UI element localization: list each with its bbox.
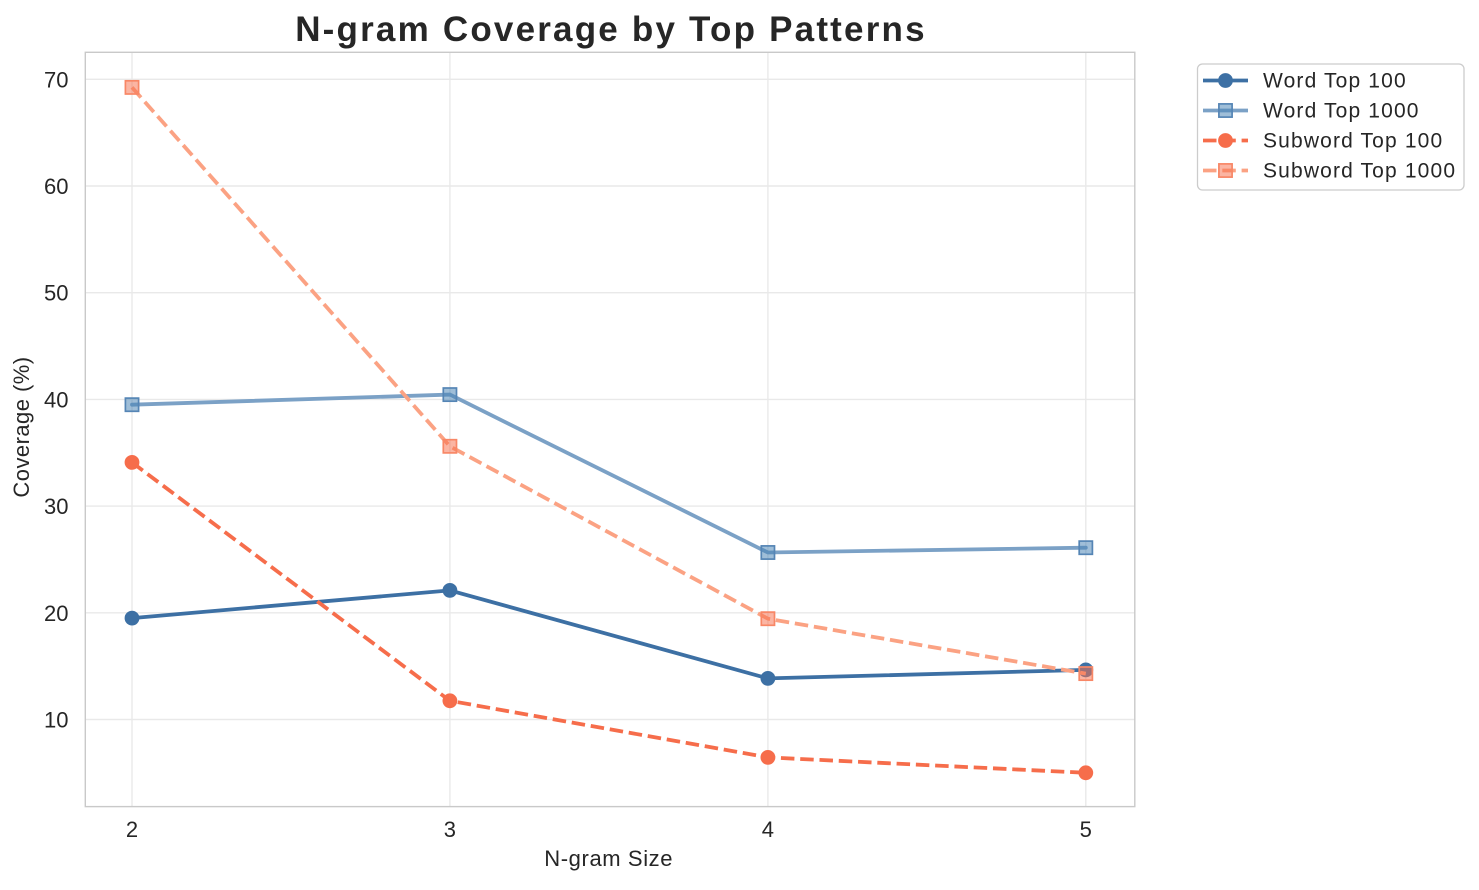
svg-text:Subword Top 100: Subword Top 100 (1263, 130, 1443, 153)
svg-text:Word Top 100: Word Top 100 (1263, 70, 1407, 93)
svg-text:N-gram Size: N-gram Size (544, 846, 673, 871)
svg-text:N-gram Coverage by Top Pattern: N-gram Coverage by Top Patterns (295, 10, 927, 49)
svg-text:Subword Top 1000: Subword Top 1000 (1263, 160, 1456, 183)
svg-text:60: 60 (44, 174, 68, 199)
svg-text:20: 20 (44, 601, 68, 626)
svg-text:Coverage (%): Coverage (%) (9, 356, 34, 497)
svg-text:4: 4 (762, 817, 774, 842)
svg-text:50: 50 (44, 281, 68, 306)
svg-text:Word Top 1000: Word Top 1000 (1263, 100, 1420, 123)
svg-text:40: 40 (44, 387, 68, 412)
svg-text:5: 5 (1080, 817, 1092, 842)
svg-text:70: 70 (44, 67, 68, 92)
svg-text:10: 10 (44, 708, 68, 733)
svg-text:3: 3 (444, 817, 456, 842)
svg-text:2: 2 (126, 817, 138, 842)
svg-text:30: 30 (44, 494, 68, 519)
